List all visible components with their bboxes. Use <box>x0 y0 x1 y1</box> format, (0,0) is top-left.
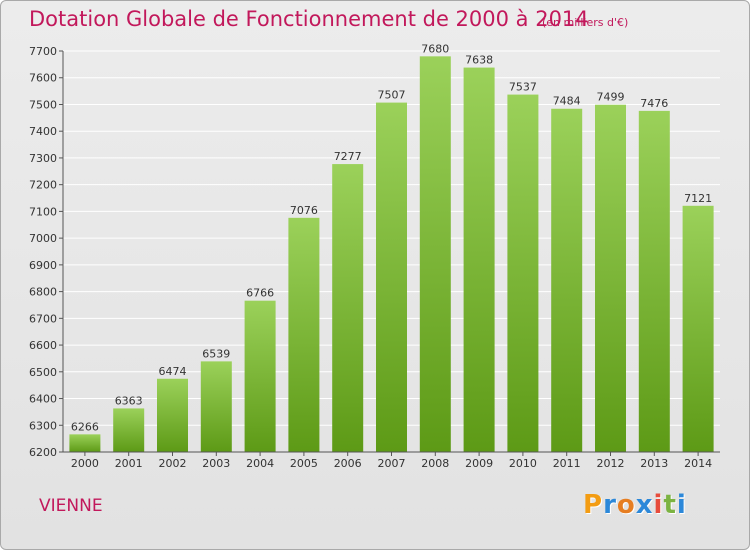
bar <box>463 67 495 452</box>
logo-letter: i <box>653 490 664 520</box>
x-tick-label: 2011 <box>553 457 581 470</box>
y-tick-label: 7700 <box>29 45 57 58</box>
y-tick-label: 7400 <box>29 125 57 138</box>
bar <box>595 104 626 452</box>
bar <box>200 361 232 452</box>
data-label: 7277 <box>334 150 362 163</box>
data-label: 7507 <box>378 89 406 102</box>
data-label: 7537 <box>509 81 537 94</box>
data-label: 6474 <box>159 365 187 378</box>
y-tick-label: 7000 <box>29 232 57 245</box>
y-tick-label: 6800 <box>29 286 57 299</box>
x-tick-label: 2000 <box>71 457 99 470</box>
bar <box>507 94 539 453</box>
axes: 6200 6300 6400 6500 6600 6700 6800 6900 7000 7100… <box>29 45 720 470</box>
x-tick-label: 2004 <box>246 457 274 470</box>
x-tick-label: 2010 <box>509 457 537 470</box>
y-tick-label: 6200 <box>29 446 57 459</box>
y-tick-label: 6300 <box>29 419 57 432</box>
bar <box>332 164 364 452</box>
x-tick-label: 2013 <box>640 457 668 470</box>
x-tick-label: 2001 <box>115 457 143 470</box>
x-tick-label: 2005 <box>290 457 318 470</box>
bar <box>69 434 101 452</box>
y-tick-label: 7200 <box>29 179 57 192</box>
y-tick-label: 7600 <box>29 72 57 85</box>
bar <box>244 300 276 452</box>
x-tick-label: 2014 <box>684 457 712 470</box>
labels: 6266 6363 6474 6539 6766 7076 7277 7507 7680 7638… <box>71 42 712 433</box>
data-label: 7121 <box>684 192 712 205</box>
x-tick-label: 2002 <box>159 457 187 470</box>
data-label: 6363 <box>115 394 143 407</box>
data-label: 7499 <box>597 91 625 104</box>
y-tick-label: 6400 <box>29 393 57 406</box>
data-label: 7076 <box>290 204 318 217</box>
y-tick-label: 7300 <box>29 152 57 165</box>
y-tick-label: 6600 <box>29 339 57 352</box>
proxiti-logo: Proxiti <box>583 490 687 520</box>
y-tick-label: 6500 <box>29 366 57 379</box>
bar <box>638 110 670 453</box>
logo-letter: t <box>663 490 677 520</box>
data-label: 7638 <box>465 54 493 67</box>
bar <box>682 205 714 452</box>
data-label: 7484 <box>553 95 581 108</box>
bar <box>376 102 407 452</box>
bar <box>288 217 320 452</box>
logo-letter: P <box>583 490 604 520</box>
bar <box>157 378 188 452</box>
logo-letter: i <box>676 490 687 520</box>
y-tick-label: 7500 <box>29 98 57 111</box>
y-tick-label: 6700 <box>29 312 57 325</box>
data-label: 7476 <box>640 97 668 110</box>
data-label: 6266 <box>71 420 99 433</box>
x-tick-label: 2006 <box>334 457 362 470</box>
x-tick-label: 2003 <box>202 457 230 470</box>
logo-letter: r <box>603 490 617 520</box>
x-tick-label: 2012 <box>597 457 625 470</box>
chart-subtitle: (en milliers d'€) <box>542 16 629 29</box>
bars <box>69 56 714 453</box>
x-tick-label: 2009 <box>465 457 493 470</box>
bar <box>113 408 145 452</box>
y-tick-label: 7100 <box>29 205 57 218</box>
commune-name: VIENNE <box>39 496 103 516</box>
data-label: 7680 <box>421 42 449 55</box>
data-label: 6539 <box>202 347 230 360</box>
chart-title: Dotation Globale de Fonctionnement de 20… <box>29 7 589 31</box>
data-label: 6766 <box>246 287 274 300</box>
y-tick-label: 6900 <box>29 259 57 272</box>
x-tick-label: 2007 <box>378 457 406 470</box>
logo-letter: o <box>616 490 636 520</box>
bar <box>551 108 583 452</box>
logo-letter: x <box>635 490 654 520</box>
x-tick-label: 2008 <box>421 457 449 470</box>
bar <box>419 56 451 452</box>
